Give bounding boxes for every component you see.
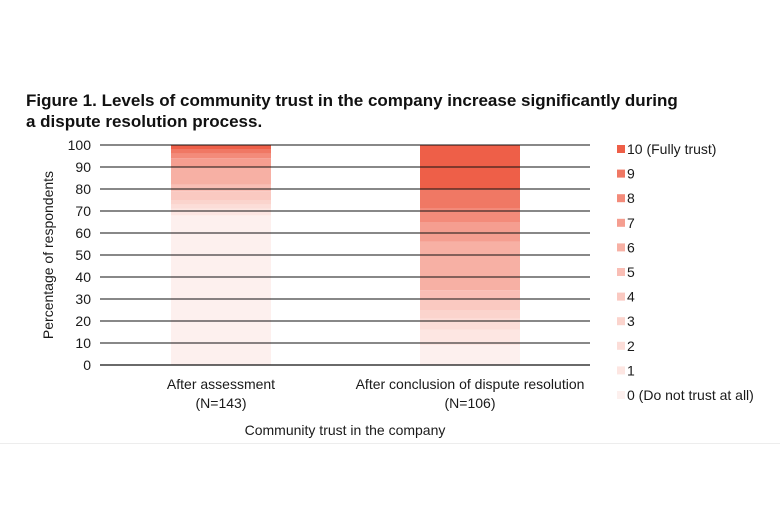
- bar-segment-0-8: [171, 153, 271, 159]
- x-axis-label: Community trust in the company: [245, 422, 446, 438]
- y-tick-label: 60: [75, 225, 91, 241]
- legend-label: 6: [627, 239, 635, 255]
- legend-label: 3: [627, 313, 635, 329]
- x-category-label: After assessment: [167, 376, 275, 392]
- legend-label: 7: [627, 215, 635, 231]
- bar-segment-0-6: [171, 167, 271, 185]
- y-tick-label: 30: [75, 291, 91, 307]
- y-tick-label: 40: [75, 269, 91, 285]
- legend-swatch: [617, 169, 625, 178]
- bar-segment-1-5: [420, 290, 520, 299]
- bar-segment-1-0: [420, 345, 520, 365]
- bar-segment-1-3: [420, 310, 520, 319]
- legend-label: 1: [627, 362, 635, 378]
- bar-segment-1-7: [420, 222, 520, 242]
- y-tick-label: 70: [75, 203, 91, 219]
- x-category-label: (N=106): [445, 395, 496, 411]
- bar-segment-0-1: [171, 208, 271, 216]
- legend-swatch: [617, 218, 625, 227]
- bar-segment-0-2: [171, 204, 271, 209]
- x-category-label: After conclusion of dispute resolution: [356, 376, 585, 392]
- bar-segment-0-7: [171, 158, 271, 167]
- bar-segment-1-2: [420, 318, 520, 330]
- bar-segment-1-9: [420, 189, 520, 209]
- x-category-label: (N=143): [196, 395, 247, 411]
- y-tick-label: 0: [83, 357, 91, 373]
- legend-swatch: [617, 243, 625, 252]
- legend-swatch: [617, 341, 625, 350]
- bar-segment-0-10: [171, 145, 271, 150]
- legend-label: 8: [627, 190, 635, 206]
- legend-swatch: [617, 366, 625, 375]
- y-axis-label: Percentage of respondents: [40, 171, 56, 339]
- y-tick-label: 20: [75, 313, 91, 329]
- bottom-divider: [0, 443, 780, 444]
- legend-label: 2: [627, 338, 635, 354]
- y-tick-label: 100: [68, 137, 92, 153]
- y-tick-label: 10: [75, 335, 91, 351]
- bar-segment-0-4: [171, 191, 271, 200]
- bar-segment-0-3: [171, 200, 271, 205]
- bar-segment-0-9: [171, 149, 271, 154]
- legend-label: 9: [627, 166, 635, 182]
- legend-label: 4: [627, 289, 635, 305]
- bar-segment-1-1: [420, 329, 520, 346]
- bar-segment-1-8: [420, 208, 520, 222]
- legend-swatch: [617, 292, 625, 301]
- legend-swatch: [617, 317, 625, 326]
- legend-swatch: [617, 194, 625, 203]
- bar-segment-1-4: [420, 299, 520, 310]
- legend-label: 0 (Do not trust at all): [627, 387, 754, 403]
- legend-label: 10 (Fully trust): [627, 141, 716, 157]
- bar-segment-1-6: [420, 241, 520, 291]
- bar-segment-0-5: [171, 184, 271, 192]
- legend-label: 5: [627, 264, 635, 280]
- y-tick-label: 80: [75, 181, 91, 197]
- legend-swatch: [617, 268, 625, 276]
- legend-swatch: [617, 391, 625, 399]
- y-tick-label: 90: [75, 159, 91, 175]
- bar-segment-0-0: [171, 215, 271, 365]
- chart-title: Figure 1. Levels of community trust in t…: [26, 91, 678, 131]
- y-tick-label: 50: [75, 247, 91, 263]
- legend-swatch: [617, 145, 625, 153]
